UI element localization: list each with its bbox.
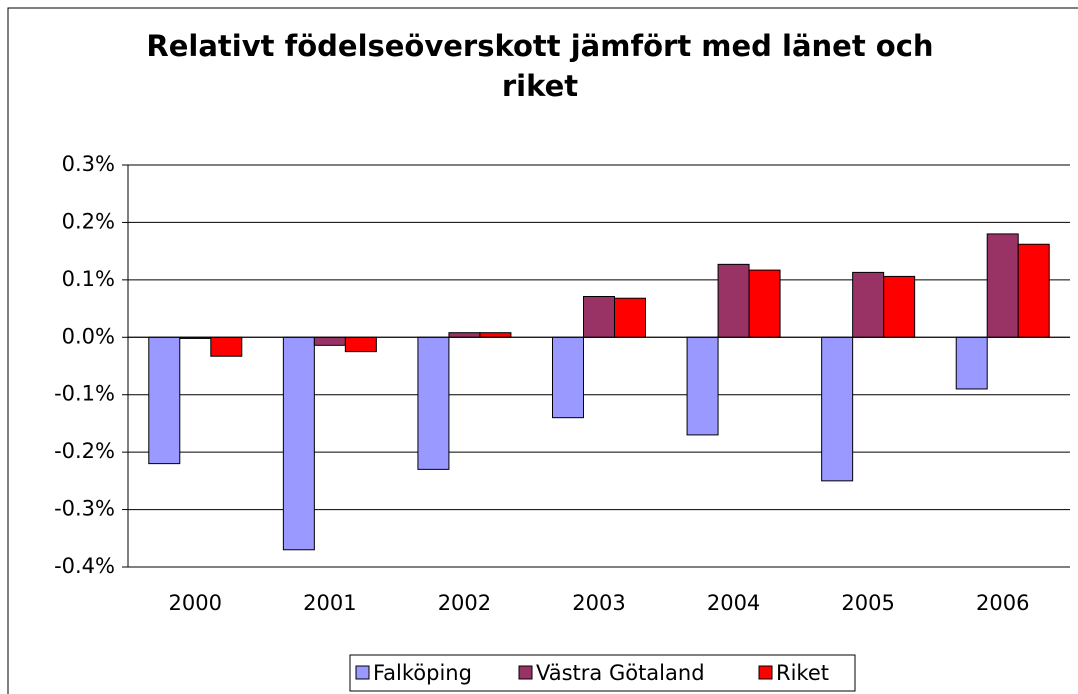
bar [583,296,615,338]
y-tick-label: 0.0% [62,324,115,348]
bar [282,336,315,551]
y-tick-label: -0.4% [54,554,115,578]
legend-swatch [355,665,370,680]
bar [955,336,988,390]
y-tick-label: -0.1% [54,382,115,406]
y-tick-label: 0.3% [62,152,115,176]
bar [614,297,646,338]
y-tick-label: 0.2% [62,209,115,233]
x-tick-label: 2005 [841,591,894,615]
legend-box [349,654,856,692]
chart-title: Relativt födelseöverskott jämfört med lä… [146,29,934,103]
x-tick-label: 2000 [169,591,222,615]
bar [986,233,1019,338]
x-tick-label: 2006 [976,591,1029,615]
bar [748,269,781,338]
bar [148,336,181,465]
x-tick-label: 2004 [707,591,760,615]
x-tick-label: 2001 [303,591,356,615]
y-tick-label: -0.2% [54,439,115,463]
y-tick-label: 0.1% [62,267,115,291]
bar [717,263,750,338]
bar [1017,243,1050,338]
legend-label: Riket [776,661,829,685]
bar [552,336,584,419]
legend-swatch [758,665,773,680]
legend-swatch [518,665,533,680]
y-tick-label: -0.3% [54,497,115,521]
legend-label: Falköping [373,661,472,685]
bar [479,332,512,338]
bar [852,271,885,338]
bar [821,336,854,482]
chart-border [7,7,1078,694]
bar [686,336,719,436]
bar [883,275,916,338]
bar [448,332,481,338]
bar [344,336,377,353]
bar [417,336,450,470]
x-tick-label: 2003 [572,591,625,615]
legend-label: Västra Götaland [536,661,705,685]
bar [210,336,243,357]
bar [313,336,346,346]
x-tick-label: 2002 [438,591,491,615]
